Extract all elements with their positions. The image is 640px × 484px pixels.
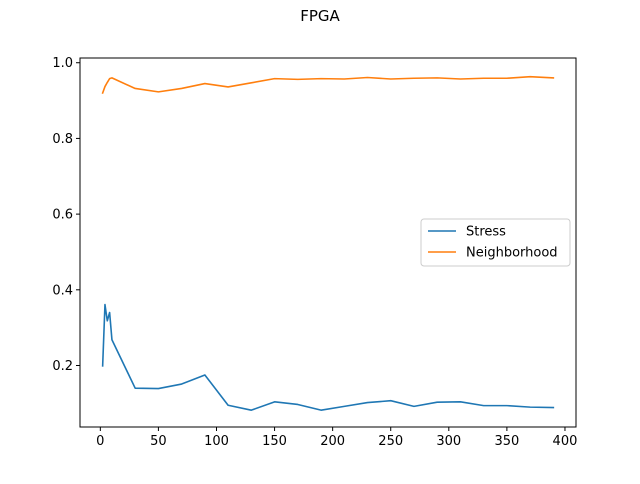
x-tick-label: 50: [150, 434, 167, 449]
y-tick-label: 0.8: [52, 132, 73, 147]
x-tick-label: 0: [96, 434, 104, 449]
legend-label-neighborhood: Neighborhood: [466, 246, 558, 261]
x-tick-label: 150: [262, 434, 287, 449]
y-tick-label: 0.4: [52, 283, 73, 298]
x-tick-label: 100: [204, 434, 229, 449]
x-tick-label: 300: [436, 434, 461, 449]
chart-title: FPGA: [300, 7, 340, 25]
legend: Stress Neighborhood: [421, 219, 570, 266]
x-tick-label: 200: [320, 434, 345, 449]
x-tick-label: 350: [494, 434, 519, 449]
x-tick-label: 250: [378, 434, 403, 449]
legend-label-stress: Stress: [466, 225, 506, 240]
y-tick-label: 0.2: [52, 359, 73, 374]
x-tick-label: 400: [553, 434, 578, 449]
y-tick-label: 1.0: [52, 56, 73, 71]
y-tick-label: 0.6: [52, 208, 73, 223]
